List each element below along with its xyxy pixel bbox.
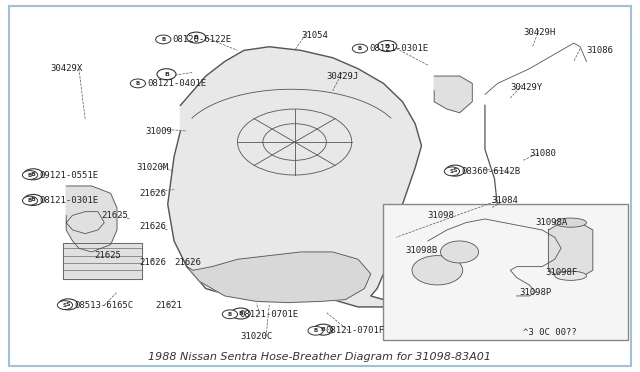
Text: B: B [194,35,199,40]
Text: 08120-6122E: 08120-6122E [173,35,232,44]
Circle shape [58,301,72,310]
Text: 21625: 21625 [95,251,122,260]
Circle shape [444,167,460,176]
Text: 21626: 21626 [139,189,166,198]
Bar [383,204,628,340]
Polygon shape [63,243,142,279]
Circle shape [59,299,77,310]
Polygon shape [168,47,422,307]
Text: B: B [228,312,232,317]
Text: B: B [136,81,140,86]
Text: B: B [164,72,169,77]
Text: 21621: 21621 [155,301,182,310]
Text: B: B [31,198,36,202]
Text: 08121-0301E: 08121-0301E [369,44,429,53]
Circle shape [308,326,323,335]
Text: ^3 0C 00??: ^3 0C 00?? [523,328,577,337]
Text: 08121-0701F: 08121-0701F [325,326,384,335]
Text: B: B [28,173,32,177]
Text: B: B [358,46,362,51]
Text: 08121-0401E: 08121-0401E [147,79,207,88]
Text: 21626: 21626 [139,259,166,267]
Ellipse shape [555,218,586,227]
Circle shape [157,69,176,80]
Text: 31009: 31009 [145,126,172,135]
Circle shape [22,196,38,205]
Text: 08513-6165C: 08513-6165C [74,301,134,310]
Circle shape [24,169,43,180]
Circle shape [222,310,237,319]
Circle shape [412,256,463,285]
Text: B: B [314,328,317,333]
Polygon shape [434,76,472,113]
Text: 08360-6142B: 08360-6142B [461,167,520,176]
Text: S: S [63,302,67,308]
Text: 31084: 31084 [492,196,518,205]
Text: S: S [453,168,458,173]
Circle shape [187,32,206,43]
Polygon shape [548,223,593,278]
Text: 31098B: 31098B [406,246,438,254]
Text: B: B [385,44,390,48]
Text: 30429Y: 30429Y [510,83,543,92]
Text: B: B [161,37,165,42]
Text: 31054: 31054 [301,31,328,40]
Text: 1988 Nissan Sentra Hose-Breather Diagram for 31098-83A01: 1988 Nissan Sentra Hose-Breather Diagram… [148,352,492,362]
Circle shape [156,35,171,44]
Text: B: B [31,172,36,177]
Text: 30429X: 30429X [51,64,83,73]
Ellipse shape [555,271,586,280]
Circle shape [440,241,479,263]
Circle shape [314,324,333,335]
Text: 21626: 21626 [139,222,166,231]
Circle shape [378,41,397,51]
Text: 08121-0301E: 08121-0301E [40,196,99,205]
Circle shape [231,308,250,319]
Circle shape [445,165,465,176]
Text: 31080: 31080 [529,148,556,157]
Text: 31098A: 31098A [536,218,568,227]
Text: 21625: 21625 [101,211,128,220]
Polygon shape [187,252,371,302]
Text: 09121-0551E: 09121-0551E [40,170,99,180]
Text: 08121-0701E: 08121-0701E [239,310,298,319]
Text: S: S [66,302,70,307]
Circle shape [22,171,38,179]
Text: 31098: 31098 [428,211,455,220]
Circle shape [353,44,367,53]
Text: S: S [450,169,454,174]
Text: B: B [321,327,326,332]
Polygon shape [66,186,117,252]
Text: B: B [28,198,32,203]
Text: 31020C: 31020C [241,332,273,341]
Circle shape [131,79,145,88]
Text: 31098P: 31098P [520,288,552,297]
Text: 31098F: 31098F [545,267,577,277]
Text: 30429J: 30429J [326,71,358,81]
Text: 21626: 21626 [174,259,201,267]
Text: 31020M: 31020M [136,163,168,172]
Text: 31086: 31086 [586,46,613,55]
Text: B: B [238,311,243,316]
Circle shape [24,195,43,205]
Text: 30429H: 30429H [523,28,556,36]
